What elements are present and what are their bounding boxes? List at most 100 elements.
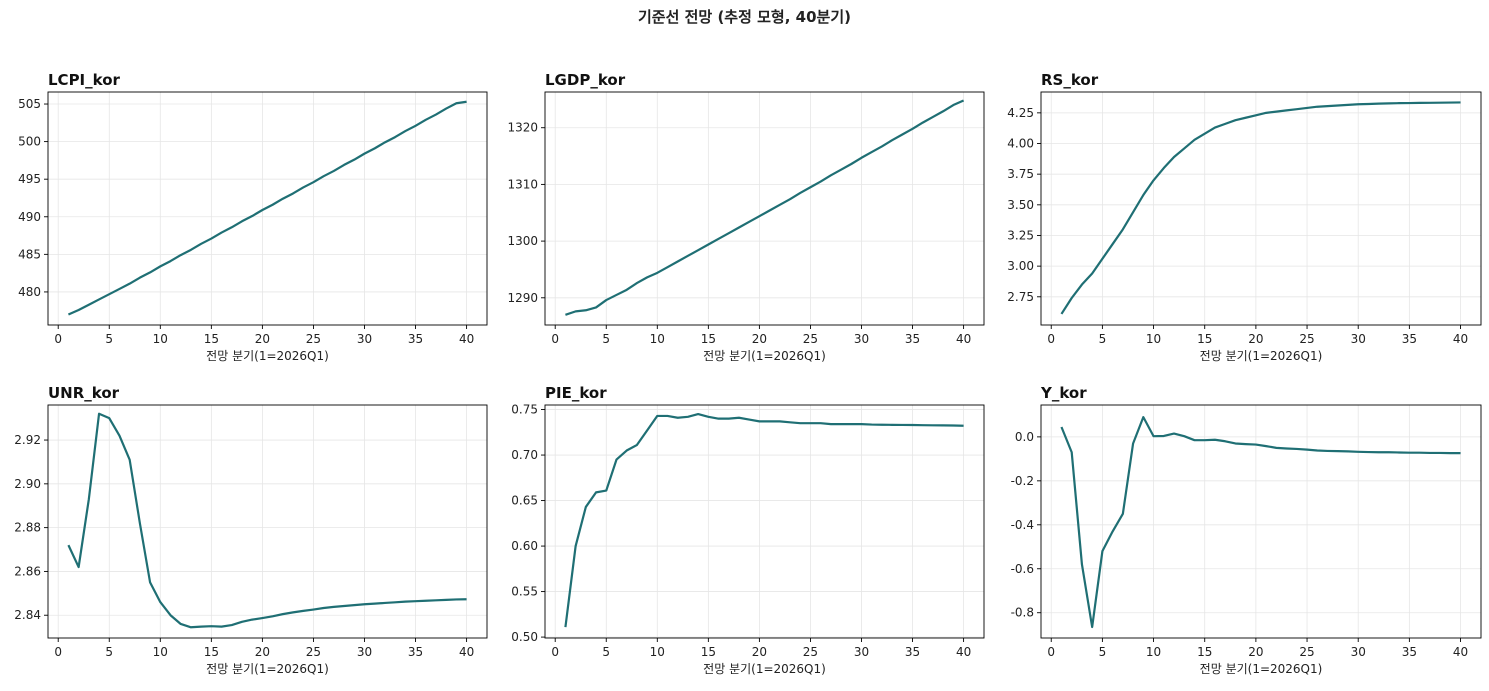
panel-title: UNR_kor (48, 384, 120, 402)
x-tick-label: 5 (1099, 645, 1107, 659)
chart-panel-3: 0 5 10 15 20 25 30 35 40 2.84 2.86 2.88 2.90 2.92 UNR_… (14, 384, 488, 676)
y-tick-label: 1290 (507, 291, 538, 305)
y-tick-label: 1310 (507, 177, 538, 191)
panel-title: Y_kor (1040, 384, 1087, 402)
panel-title: PIE_kor (545, 384, 607, 402)
plot-frame (47, 404, 488, 639)
x-tick-label: 30 (854, 645, 869, 659)
y-tick-label: 2.90 (14, 477, 41, 491)
y-tick-label: 505 (18, 97, 41, 111)
x-tick-label: 40 (1453, 645, 1468, 659)
x-tick-label: 25 (306, 332, 321, 346)
x-tick-label: 5 (602, 645, 610, 659)
y-tick-label: 0.70 (511, 448, 538, 462)
x-tick-label: 15 (1197, 645, 1212, 659)
x-tick-label: 20 (255, 645, 270, 659)
x-tick-label: 0 (551, 332, 559, 346)
x-tick-label: 35 (1402, 645, 1417, 659)
x-tick-label: 20 (255, 332, 270, 346)
x-tick-label: 15 (204, 332, 219, 346)
x-tick-label: 0 (54, 645, 62, 659)
x-tick-label: 0 (1047, 332, 1055, 346)
panel-title: LGDP_kor (545, 71, 626, 89)
y-tick-label: -0.6 (1011, 562, 1034, 576)
y-tick-label: 0.60 (511, 539, 538, 553)
x-tick-label: 5 (602, 332, 610, 346)
y-tick-label: 3.25 (1007, 228, 1034, 242)
y-tick-label: 2.84 (14, 608, 41, 622)
x-tick-label: 40 (459, 645, 474, 659)
x-axis-label: 전망 분기(1=2026Q1) (703, 349, 826, 363)
y-tick-label: 3.50 (1007, 198, 1034, 212)
x-tick-label: 20 (752, 645, 767, 659)
plot-frame (1040, 404, 1482, 639)
x-tick-label: 35 (408, 645, 423, 659)
x-tick-label: 40 (956, 332, 971, 346)
y-tick-label: 485 (18, 247, 41, 261)
x-tick-label: 25 (1299, 332, 1314, 346)
plot-frame (544, 91, 985, 326)
x-tick-label: 10 (1146, 332, 1161, 346)
x-tick-label: 35 (1402, 332, 1417, 346)
x-tick-label: 15 (204, 645, 219, 659)
x-tick-label: 30 (1351, 645, 1366, 659)
series-line (1060, 415, 1461, 629)
x-tick-label: 10 (153, 645, 168, 659)
x-tick-label: 10 (650, 332, 665, 346)
x-tick-label: 0 (1047, 645, 1055, 659)
chart-panel-5: 0 5 10 15 20 25 30 35 40 -0.8 -0.6 -0.4 -0.2 0.0 Y_kor… (1011, 384, 1482, 676)
x-axis-label: 전망 분기(1=2026Q1) (206, 662, 329, 676)
y-tick-label: 0.65 (511, 494, 538, 508)
x-tick-label: 20 (1248, 332, 1263, 346)
plot-frame (47, 91, 488, 326)
x-tick-label: 10 (1146, 645, 1161, 659)
y-tick-label: 0.50 (511, 630, 538, 644)
x-tick-label: 5 (1099, 332, 1107, 346)
x-axis-label: 전망 분기(1=2026Q1) (1200, 662, 1323, 676)
x-tick-label: 20 (1248, 645, 1263, 659)
x-tick-label: 35 (905, 332, 920, 346)
y-tick-label: -0.2 (1011, 474, 1034, 488)
y-tick-label: 0.75 (511, 403, 538, 417)
y-tick-label: 490 (18, 210, 41, 224)
series-line (67, 100, 467, 316)
y-tick-label: 3.75 (1007, 167, 1034, 181)
y-tick-label: -0.4 (1011, 518, 1034, 532)
y-tick-label: 0.55 (511, 585, 538, 599)
x-tick-label: 15 (701, 645, 716, 659)
x-tick-label: 25 (803, 332, 818, 346)
x-tick-label: 10 (153, 332, 168, 346)
figure-title: 기준선 전망 (추정 모형, 40분기) (638, 8, 851, 26)
x-tick-label: 40 (1453, 332, 1468, 346)
x-tick-label: 0 (54, 332, 62, 346)
chart-panel-0: 0 5 10 15 20 25 30 35 40 480 485 490 495 500 505 LCPI_k… (18, 71, 488, 363)
x-tick-label: 40 (956, 645, 971, 659)
x-axis-label: 전망 분기(1=2026Q1) (206, 349, 329, 363)
y-tick-label: 3.00 (1007, 259, 1034, 273)
x-tick-label: 15 (701, 332, 716, 346)
x-tick-label: 10 (650, 645, 665, 659)
x-tick-label: 35 (905, 645, 920, 659)
x-tick-label: 25 (1299, 645, 1314, 659)
y-tick-label: 480 (18, 285, 41, 299)
y-tick-label: 2.75 (1007, 290, 1034, 304)
x-tick-label: 25 (803, 645, 818, 659)
y-tick-label: 2.88 (14, 521, 41, 535)
y-tick-label: 1320 (507, 121, 538, 135)
series-line (564, 413, 964, 628)
x-tick-label: 40 (459, 332, 474, 346)
y-tick-label: 0.0 (1015, 430, 1034, 444)
chart-panel-1: 0 5 10 15 20 25 30 35 40 1290 1300 1310 1320 LGDP_kor… (507, 71, 985, 363)
x-tick-label: 30 (854, 332, 869, 346)
x-axis-label: 전망 분기(1=2026Q1) (1200, 349, 1323, 363)
y-tick-label: 495 (18, 172, 41, 186)
x-tick-label: 5 (105, 332, 113, 346)
x-axis-label: 전망 분기(1=2026Q1) (703, 662, 826, 676)
series-line (565, 99, 965, 316)
x-tick-label: 30 (357, 332, 372, 346)
x-tick-label: 5 (105, 645, 113, 659)
panel-title: LCPI_kor (48, 71, 121, 89)
y-tick-label: 4.00 (1007, 137, 1034, 151)
chart-panel-2: 0 5 10 15 20 25 30 35 40 2.75 3.00 3.25 3.50 3.75 4.00… (1007, 71, 1482, 363)
panel-title: RS_kor (1041, 71, 1099, 89)
